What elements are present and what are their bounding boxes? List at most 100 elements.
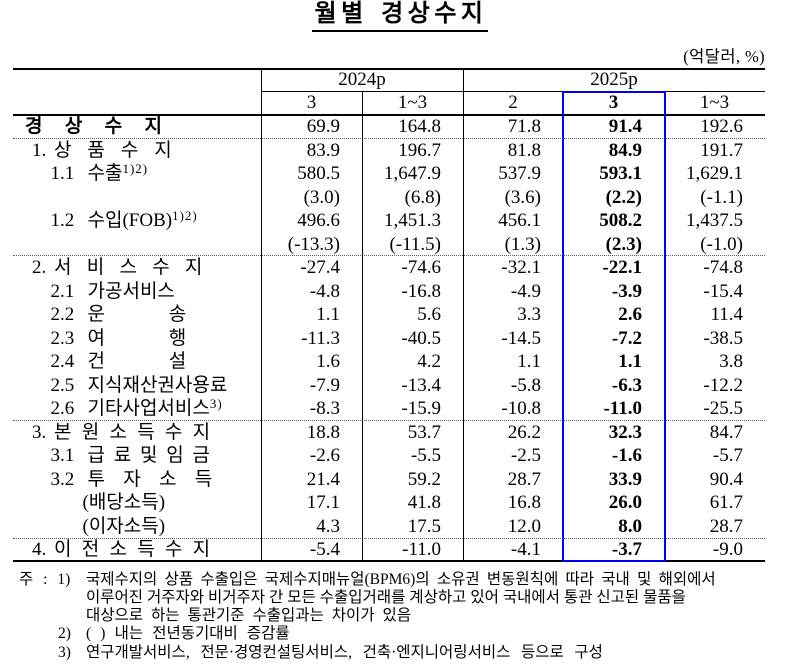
row-label: 3.1 급 료 및 임 금 <box>13 444 261 468</box>
value-cell: -4.8 <box>309 280 340 302</box>
table-border-bottom <box>13 560 765 562</box>
value-cell: -16.8 <box>401 280 441 302</box>
footnote-marker: 주 : 1) <box>19 570 71 588</box>
header-spacer <box>13 68 261 91</box>
value-cell: 2.6 <box>618 304 642 326</box>
value-cell: 59.2 <box>407 468 441 490</box>
subheader-4: 3 <box>608 92 619 113</box>
value-cell: 1,647.9 <box>384 163 441 185</box>
value-cell: 1,437.5 <box>686 210 743 232</box>
value-cell: 61.7 <box>709 492 743 514</box>
value-cell: 41.8 <box>407 492 441 514</box>
footnote-line: 대상으로 하는 통관기준 수출입과는 차이가 있음 <box>13 607 797 625</box>
value-cell: (-1.1) <box>700 186 743 208</box>
footnotes: 주 : 1) 국제수지의 상품 수출입은 국제수지매뉴얼(BPM6)의 소유권 변… <box>13 571 797 662</box>
row-label-text: 이 전 소 득 수 지 <box>54 539 211 561</box>
section-divider <box>13 137 765 139</box>
value-cell: -8.3 <box>309 398 340 420</box>
row-label: 2. 서 비 스 수 지 <box>13 256 261 280</box>
subheader-1: 3 <box>306 92 317 113</box>
value-cell: 191.7 <box>700 139 743 161</box>
row-label-text: (배당소득) <box>82 492 166 514</box>
row-label-text: 수입(FOB) <box>87 210 173 232</box>
row-number: 2. <box>32 257 47 279</box>
row-label <box>13 186 261 210</box>
value-cell: -38.5 <box>703 327 743 349</box>
row-label: 2.6 기타사업서비스3) <box>13 396 261 421</box>
footnote-number: 2) <box>58 625 71 643</box>
value-cell: 1.1 <box>618 351 642 373</box>
value-cell: -40.5 <box>401 327 441 349</box>
value-cell: 1.1 <box>316 304 340 326</box>
value-cell: (6.8) <box>404 186 441 208</box>
column-rule <box>462 68 464 562</box>
page-title: 월별 경상수지 <box>311 0 489 32</box>
value-cell: -27.4 <box>300 257 340 279</box>
value-cell: -22.1 <box>602 257 642 279</box>
row-number: 2.6 <box>50 398 75 420</box>
balance-table: 2024p 2025p 3 1~3 2 3 1~3 경 상 수 지 69.9 164.8 71.8 9… <box>13 68 765 562</box>
footnote-text: ( ) 내는 전년동기대비 증감률 <box>86 625 290 643</box>
value-cell: 508.2 <box>599 210 642 232</box>
value-cell: -3.7 <box>611 539 642 561</box>
row-label: 4. 이 전 소 득 수 지 <box>13 538 261 562</box>
row-label: 1. 상 품 수 지 <box>13 139 261 163</box>
value-cell: 192.6 <box>700 116 743 137</box>
value-cell: 580.5 <box>297 163 340 185</box>
value-cell: 17.5 <box>407 515 441 537</box>
value-cell: 537.9 <box>498 163 541 185</box>
row-number: 3.2 <box>50 468 75 490</box>
value-cell: -15.4 <box>703 280 743 302</box>
value-cell: (3.6) <box>504 186 541 208</box>
row-number: 2.1 <box>50 280 75 302</box>
row-label-text: 운 송 <box>87 304 187 326</box>
row-label-text: 경 상 수 지 <box>25 116 162 137</box>
subheader-rule <box>13 114 765 116</box>
value-cell: 26.2 <box>507 421 541 443</box>
row-label: (이자소득) <box>13 515 261 539</box>
row-label-text: 서 비 스 수 지 <box>54 257 203 279</box>
value-cell: 196.7 <box>398 139 441 161</box>
value-cell: -11.0 <box>603 398 642 420</box>
value-cell: -3.9 <box>611 280 642 302</box>
row-label-text: 본 원 소 득 수 지 <box>54 421 211 443</box>
value-cell: -5.7 <box>712 445 743 467</box>
value-cell: -15.9 <box>401 398 441 420</box>
value-cell: 81.8 <box>507 139 541 161</box>
footnote-text: 연구개발서비스, 전문·경영컨설팅서비스, 건축·엔지니어링서비스 등으로 구성 <box>86 643 603 661</box>
value-cell: (-13.3) <box>287 233 340 255</box>
value-cell: 593.1 <box>599 163 642 185</box>
row-label: 1.1 수출1)2) <box>13 161 261 186</box>
footnote-line: 이루어진 거주자와 비거주자 간 모든 수출입거래를 계상하고 있어 국내에서 … <box>13 589 797 607</box>
value-cell: -12.2 <box>703 374 743 396</box>
row-label-text: 건 설 <box>87 351 187 373</box>
value-cell: -5.4 <box>309 539 340 561</box>
value-cell: 11.4 <box>710 304 743 326</box>
section-divider <box>13 420 765 422</box>
value-cell: 456.1 <box>498 210 541 232</box>
row-number: 1. <box>32 139 47 161</box>
row-label-text: 수출 <box>87 163 123 185</box>
title-row: 월별 경상수지 <box>0 0 800 32</box>
value-cell: (3.0) <box>303 186 340 208</box>
row-label-text: 지식재산권사용료 <box>87 374 228 396</box>
row-number: 2.5 <box>50 374 75 396</box>
value-cell: 26.0 <box>608 492 642 514</box>
value-cell: -10.8 <box>501 398 541 420</box>
unit-label: (억달러, %) <box>683 46 765 66</box>
row-number: 2.4 <box>50 351 75 373</box>
row-number: 4. <box>32 539 47 561</box>
value-cell: 83.9 <box>306 139 340 161</box>
row-label: 2.3 여 행 <box>13 327 261 351</box>
value-cell: 18.8 <box>306 421 340 443</box>
column-group-2024p: 2024p <box>338 69 386 90</box>
row-number: 2.3 <box>50 327 75 349</box>
footnote-line: 2) ( ) 내는 전년동기대비 증감률 <box>13 625 797 643</box>
value-cell: -74.8 <box>703 257 743 279</box>
row-number: 1.1 <box>50 163 75 185</box>
row-label-text: 가공서비스 <box>87 280 175 302</box>
value-cell: -7.9 <box>309 374 340 396</box>
subheader-spacer <box>13 91 261 115</box>
table-border-top <box>13 68 765 70</box>
